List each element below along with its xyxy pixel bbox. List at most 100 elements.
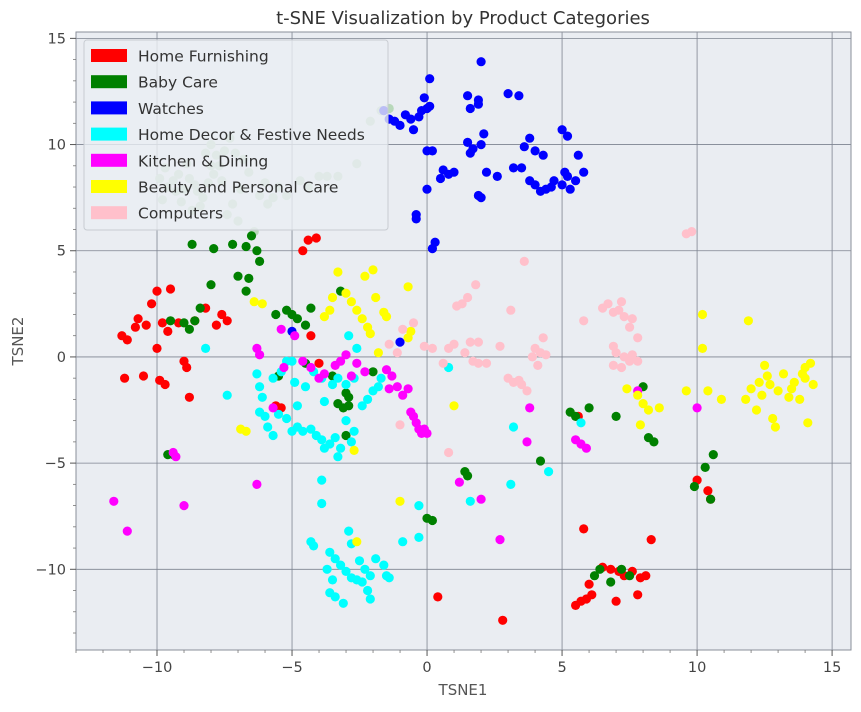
data-point [444,447,454,458]
data-point [760,360,770,370]
data-point [427,343,437,353]
data-point [463,137,473,147]
legend-swatch [91,101,127,115]
data-point [260,411,270,421]
data-point [395,420,405,430]
data-point [184,324,194,334]
data-point [282,413,292,424]
data-point [408,318,419,328]
data-point [481,358,492,368]
data-point [571,411,581,421]
data-point [522,386,532,396]
data-point [506,479,516,489]
data-point [706,494,716,504]
data-point [606,577,616,587]
data-point [349,426,359,436]
data-point [495,341,505,351]
legend-label: Baby Care [138,74,218,92]
data-point [419,424,429,434]
data-point [206,280,216,290]
data-point [314,358,324,368]
data-point [449,401,459,411]
data-point [319,312,329,322]
data-point [465,148,475,158]
data-point [184,392,194,402]
data-point [368,367,378,377]
data-point [346,371,356,381]
data-point [535,456,546,466]
data-point [425,101,435,111]
data-point [403,282,413,292]
data-point [255,256,265,266]
data-point [633,390,643,400]
data-point [392,382,402,392]
data-point [741,394,751,404]
data-point [306,362,316,373]
data-point [627,350,637,360]
data-point [403,384,413,394]
data-point [633,590,643,600]
data-point [625,322,635,332]
data-point [433,592,443,602]
data-point [317,435,327,445]
data-point [398,537,408,547]
data-point [579,524,589,534]
data-point [803,418,813,428]
data-point [697,309,708,320]
data-point [743,316,754,326]
data-point [641,571,651,581]
data-point [503,89,513,99]
data-point [638,399,648,409]
data-point [573,150,583,160]
data-point [608,360,619,370]
data-point [157,318,167,328]
y-tick-label: 10 [48,138,66,154]
data-point [584,403,594,413]
data-point [476,193,486,203]
data-point [395,120,405,130]
data-point [344,331,354,341]
data-point [287,356,297,366]
data-point [519,256,529,266]
data-point [430,237,440,247]
data-point [306,303,316,313]
data-point [525,133,535,143]
data-point [576,418,586,428]
data-point [530,180,540,190]
legend-swatch [91,49,127,62]
chart-title: t-SNE Visualization by Product Categorie… [276,8,650,29]
data-point [211,320,221,330]
legend-box [83,39,389,231]
data-point [406,114,416,124]
data-point [360,367,370,377]
plot-frame [75,31,852,651]
data-point [476,494,486,504]
data-point [517,163,527,173]
data-point [581,443,592,453]
data-point [341,416,351,426]
data-point [525,403,535,413]
data-point [506,305,516,315]
data-point [757,390,767,400]
legend-swatch [91,75,127,89]
y-tick-label: −10 [35,562,66,578]
data-point [360,564,370,574]
data-point [481,167,492,177]
data-point [476,57,486,67]
data-point [241,426,251,436]
data-point [292,401,302,411]
data-point [395,496,405,506]
data-point [333,452,343,462]
data-point [549,176,559,186]
data-point [228,239,238,249]
data-point [498,615,508,625]
data-point [419,341,429,351]
data-point [611,596,621,606]
data-point [427,515,437,526]
data-point [384,339,394,349]
y-tick-label: 5 [57,244,66,260]
data-point [341,288,351,298]
data-point [508,422,519,432]
data-point [244,273,254,283]
